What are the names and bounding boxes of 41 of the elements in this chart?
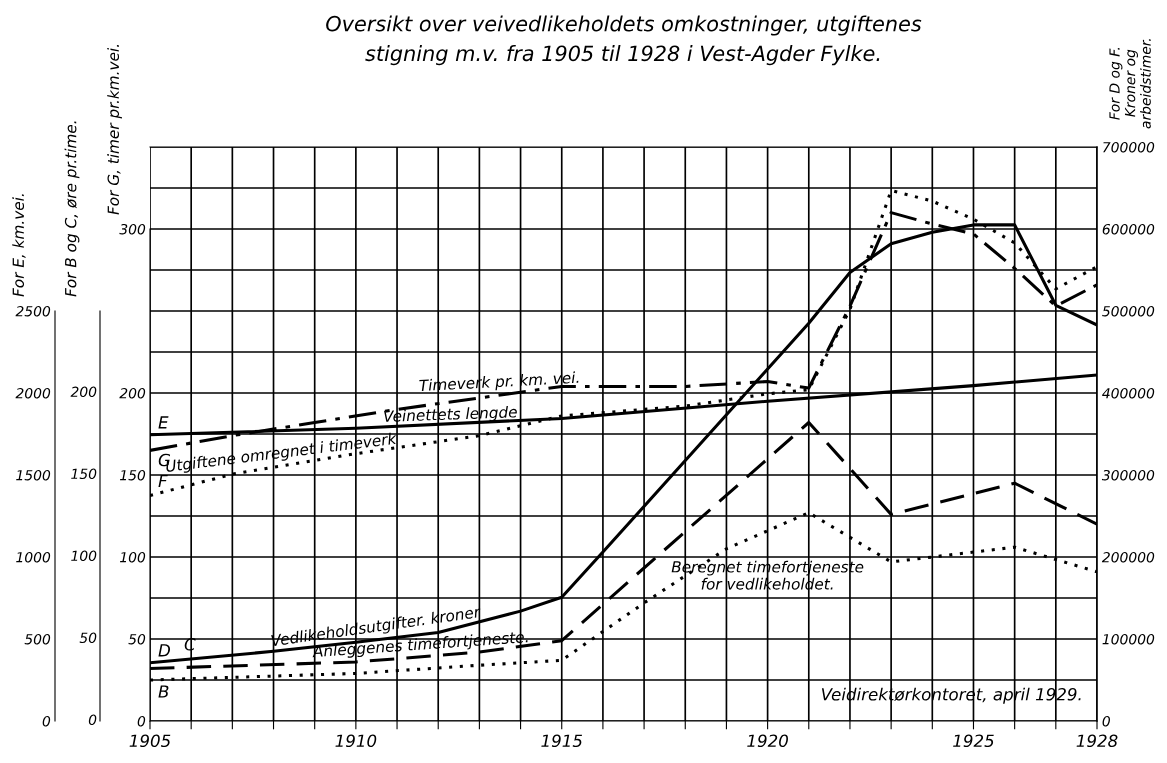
y3-tick-label: 300 bbox=[119, 223, 146, 235]
text: 150 bbox=[71, 468, 97, 480]
y-axis-title: For E, km.vei. bbox=[12, 194, 26, 297]
y-tick-label: 1000 bbox=[16, 551, 51, 563]
x-tick-label: 1925 bbox=[953, 734, 994, 748]
y3-tick-label: 150 bbox=[120, 469, 146, 481]
x-tick-label: 1915 bbox=[541, 734, 583, 748]
annotation: E bbox=[158, 416, 169, 429]
text: 200 bbox=[70, 386, 97, 398]
y-tick-label: 2000 bbox=[15, 387, 51, 399]
y3-tick-label: 100 bbox=[120, 551, 146, 563]
text: 50 bbox=[79, 632, 97, 644]
y2-tick-label: 100000 bbox=[1102, 633, 1155, 645]
annotation: D bbox=[158, 644, 171, 657]
y3-tick-label: 200 bbox=[119, 387, 146, 399]
text: 0 bbox=[88, 714, 97, 726]
y2-axis-title: For D og F. Kroner og arbeidstimer. bbox=[1109, 39, 1151, 129]
y3-tick-label: 0 bbox=[137, 715, 146, 727]
x-tick-label: 1928 bbox=[1076, 734, 1118, 748]
y2-tick-label: 500000 bbox=[1102, 305, 1155, 317]
y2-tick-label: 300000 bbox=[1101, 469, 1155, 481]
y2-tick-label: 600000 bbox=[1102, 223, 1155, 235]
text: 100 bbox=[71, 550, 97, 562]
x-tick-label: 1920 bbox=[747, 734, 788, 748]
annotation: F bbox=[158, 474, 168, 488]
annotation: B bbox=[158, 685, 169, 698]
y2-tick-label: 200000 bbox=[1101, 551, 1155, 563]
chart-title: Oversikt over veivedlikeholdets omkostninger, utgiftenes stigning m.v. fra 1905 til 1928 i Vest-Agder Fylke. bbox=[326, 15, 922, 66]
y3-tick-label: 50 bbox=[128, 633, 146, 645]
series-label: Timeverk pr. km. vei. bbox=[419, 371, 579, 395]
y2-tick-label: 700000 bbox=[1103, 141, 1155, 153]
y-tick-label: 500 bbox=[24, 633, 51, 645]
x-tick-label: 1905 bbox=[129, 734, 171, 748]
text: For B og C, øre pr.time. bbox=[64, 121, 80, 297]
x-tick-label: 1910 bbox=[335, 734, 377, 748]
y2-tick-label: 0 bbox=[1102, 715, 1110, 727]
y2-tick-label: 400000 bbox=[1102, 387, 1155, 399]
y3-axis-title: For G, timer pr.km.vei. bbox=[107, 45, 122, 215]
y-tick-label: 1500 bbox=[16, 469, 51, 481]
y-tick-label: 2500 bbox=[15, 305, 51, 317]
y-tick-label: 0 bbox=[42, 715, 51, 727]
